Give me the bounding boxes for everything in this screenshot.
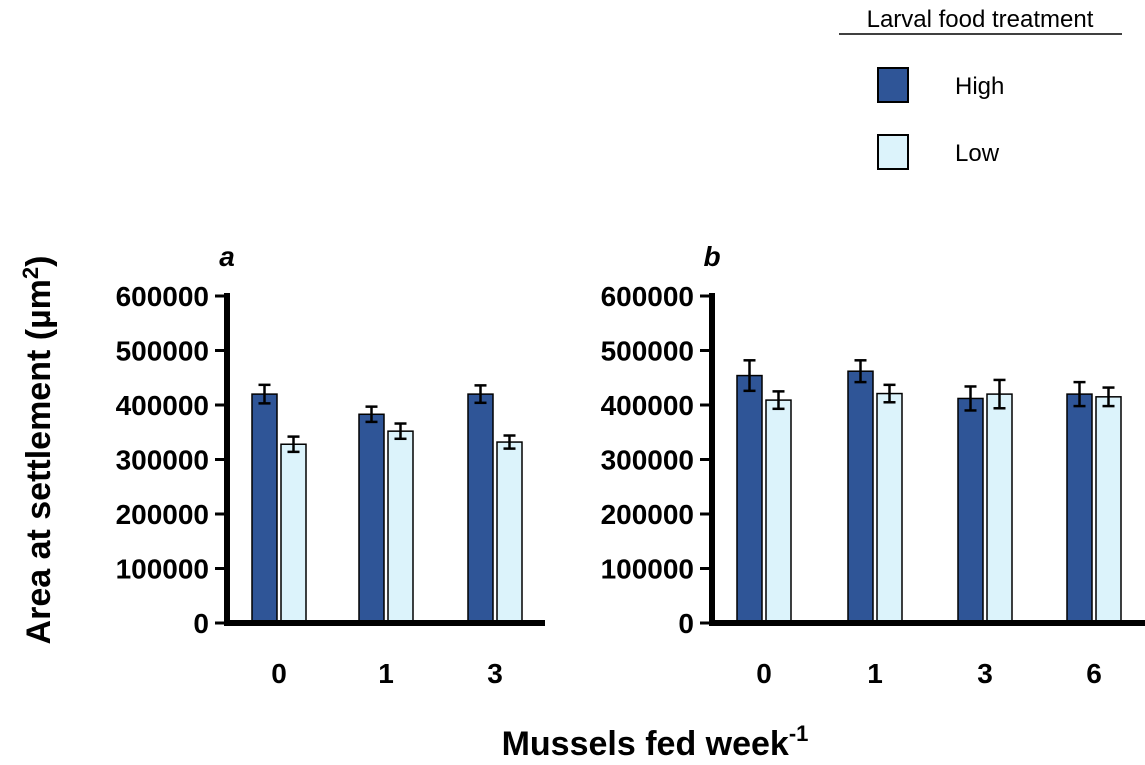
bar-high (251, 393, 278, 624)
x-tick-label: 3 (487, 658, 503, 689)
x-tick-label: 0 (756, 658, 772, 689)
y-axis-title-sup: 2 (18, 267, 43, 279)
bar-high (957, 397, 984, 624)
bar-high (847, 370, 874, 624)
y-tick-label: 300000 (116, 445, 209, 476)
y-tick-label: 400000 (116, 390, 209, 421)
bar-low (1095, 396, 1122, 624)
bar-high (736, 374, 763, 624)
bar-low (876, 392, 903, 624)
x-tick-label: 3 (977, 658, 993, 689)
y-axis-title-end: ) (20, 256, 58, 267)
x-tick-label: 0 (271, 658, 287, 689)
panel-b: 0 100000 200000 300000 400000 500000 600000 b 0 1… (601, 241, 1145, 689)
y-tick-label: 400000 (601, 390, 694, 421)
legend-swatch-high (877, 67, 909, 103)
bar-high (1066, 393, 1093, 624)
bar-low (387, 430, 414, 624)
y-tick-label: 300000 (601, 445, 694, 476)
x-tick-label: 6 (1086, 658, 1102, 689)
legend-label-high: High (955, 73, 1004, 100)
legend-swatch-low (877, 134, 909, 170)
y-axis-title-main: Area at settlement (µm (20, 279, 58, 644)
legend-label-low: Low (955, 140, 1000, 167)
bar-high (467, 393, 494, 624)
x-axis-title-main: Mussels fed week (502, 725, 789, 763)
y-tick-label: 0 (193, 608, 209, 639)
y-tick-label: 0 (678, 608, 694, 639)
y-tick-label: 100000 (601, 554, 694, 585)
panel-letter: a (219, 241, 235, 272)
x-tick-label: 1 (378, 658, 394, 689)
legend-title: Larval food treatment (867, 6, 1094, 33)
bar-low (986, 393, 1013, 624)
panel-letter: b (703, 241, 720, 272)
bar-high (358, 413, 385, 624)
bar-low (765, 399, 792, 624)
legend: Larval food treatment High Low (839, 6, 1122, 170)
bar-low (496, 441, 523, 624)
x-axis-title: Mussels fed week-1 (502, 721, 809, 763)
panel-a: 0 100000 200000 300000 400000 500000 600000 a 0 1… (116, 241, 545, 689)
y-tick-label: 500000 (601, 336, 694, 367)
y-tick-label: 600000 (116, 281, 209, 312)
x-tick-label: 1 (867, 658, 883, 689)
y-tick-label: 500000 (116, 336, 209, 367)
y-axis-title: Area at settlement (µm2) (18, 256, 58, 645)
y-tick-label: 200000 (116, 499, 209, 530)
x-axis-title-sup: -1 (789, 721, 809, 746)
bar-low (280, 443, 307, 624)
y-tick-label: 200000 (601, 499, 694, 530)
y-tick-label: 100000 (116, 554, 209, 585)
y-tick-label: 600000 (601, 281, 694, 312)
